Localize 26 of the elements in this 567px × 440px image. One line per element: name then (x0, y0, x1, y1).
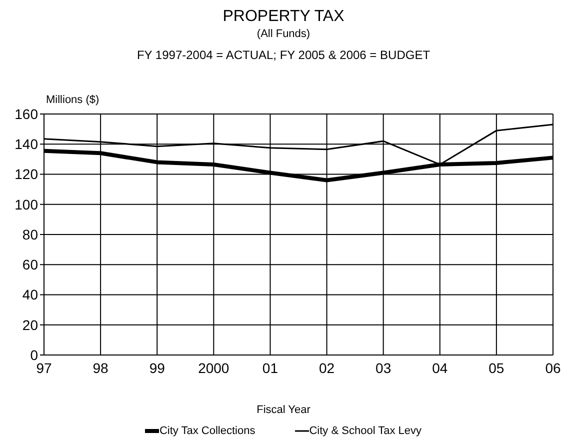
legend-label: City Tax Collections (159, 425, 256, 437)
y-tick-label: 60 (22, 256, 38, 273)
x-tick-label: 99 (149, 360, 166, 376)
x-axis-title: Fiscal Year (256, 404, 312, 416)
x-tick-label: 01 (262, 360, 278, 376)
chart-subtitle: (All Funds) (256, 28, 312, 40)
y-tick-label: 80 (22, 226, 38, 242)
chart-title: PROPERTY TAX (222, 8, 346, 26)
x-tick-label: 97 (36, 360, 52, 376)
y-tick-label: 100 (14, 196, 38, 212)
x-tick-label: 06 (545, 360, 561, 376)
x-tick-label: 03 (376, 360, 392, 376)
y-tick-label: 140 (14, 136, 38, 152)
y-tick-label: 20 (22, 316, 38, 333)
x-tick-label: 98 (92, 360, 109, 376)
y-axis-title: Millions ($) (46, 94, 100, 106)
x-tick-label: 2000 (198, 360, 230, 376)
y-tick-label: 120 (14, 166, 38, 182)
y-tick-label: 0 (30, 346, 38, 363)
y-tick-label: 40 (22, 286, 38, 303)
y-tick-label: 160 (14, 106, 38, 122)
text: FY 1997-2004 = ACTUAL; FY 2005 & 2006 = BUDGET (136, 48, 432, 62)
x-tick-label: 05 (488, 360, 504, 376)
x-tick-label: 04 (432, 360, 448, 376)
x-tick-label: 02 (318, 360, 335, 376)
legend-label: City & School Tax Levy (309, 425, 422, 437)
